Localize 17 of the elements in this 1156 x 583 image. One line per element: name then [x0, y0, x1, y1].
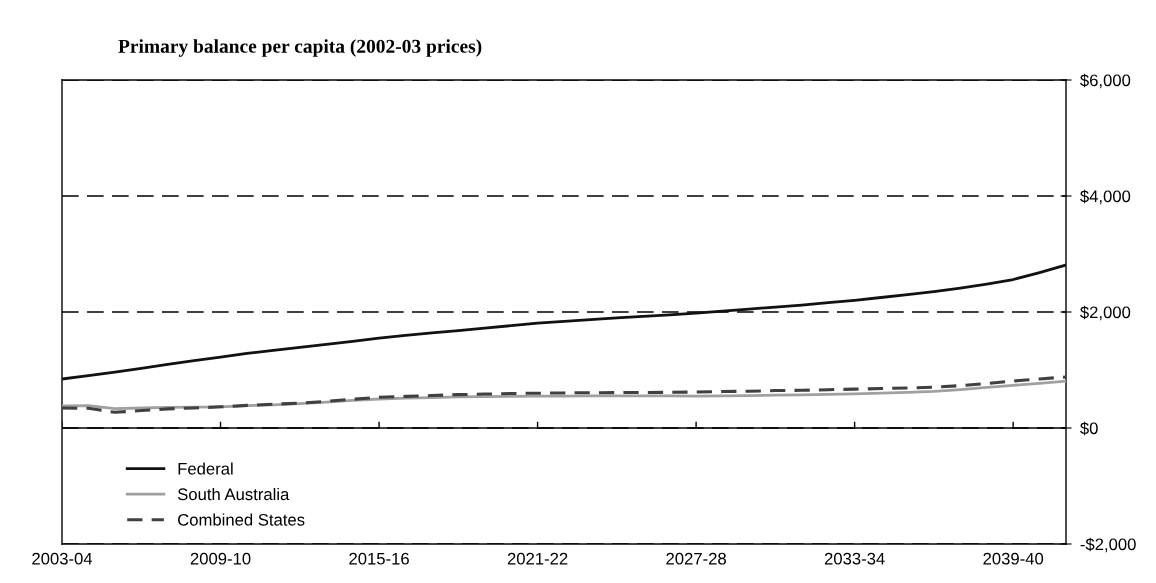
x-tick-label: 2027-28 — [666, 552, 726, 565]
y-tick-label: $6,000 — [1080, 73, 1131, 89]
legend-label: Combined States — [178, 513, 305, 526]
x-tick-label: 2033-34 — [824, 552, 885, 565]
legend-label: South Australia — [177, 487, 290, 501]
legend-label: Federal — [178, 462, 233, 475]
x-tick-label: 2039-40 — [983, 552, 1044, 565]
x-tick-label: 2015-16 — [349, 552, 409, 565]
y-tick-label: -$2,000 — [1080, 537, 1136, 553]
x-tick-label: 2021-22 — [507, 552, 568, 565]
y-tick-label: $4,000 — [1080, 189, 1131, 205]
x-tick-label: 2003-04 — [32, 552, 93, 565]
line-series — [62, 263, 1066, 381]
x-tick-label: 2009-10 — [190, 552, 251, 565]
y-tick-label: $0 — [1080, 421, 1098, 436]
chart-title: Primary balance per capita (2002-03 prices) — [118, 39, 482, 57]
y-tick-label: $2,000 — [1080, 305, 1131, 321]
